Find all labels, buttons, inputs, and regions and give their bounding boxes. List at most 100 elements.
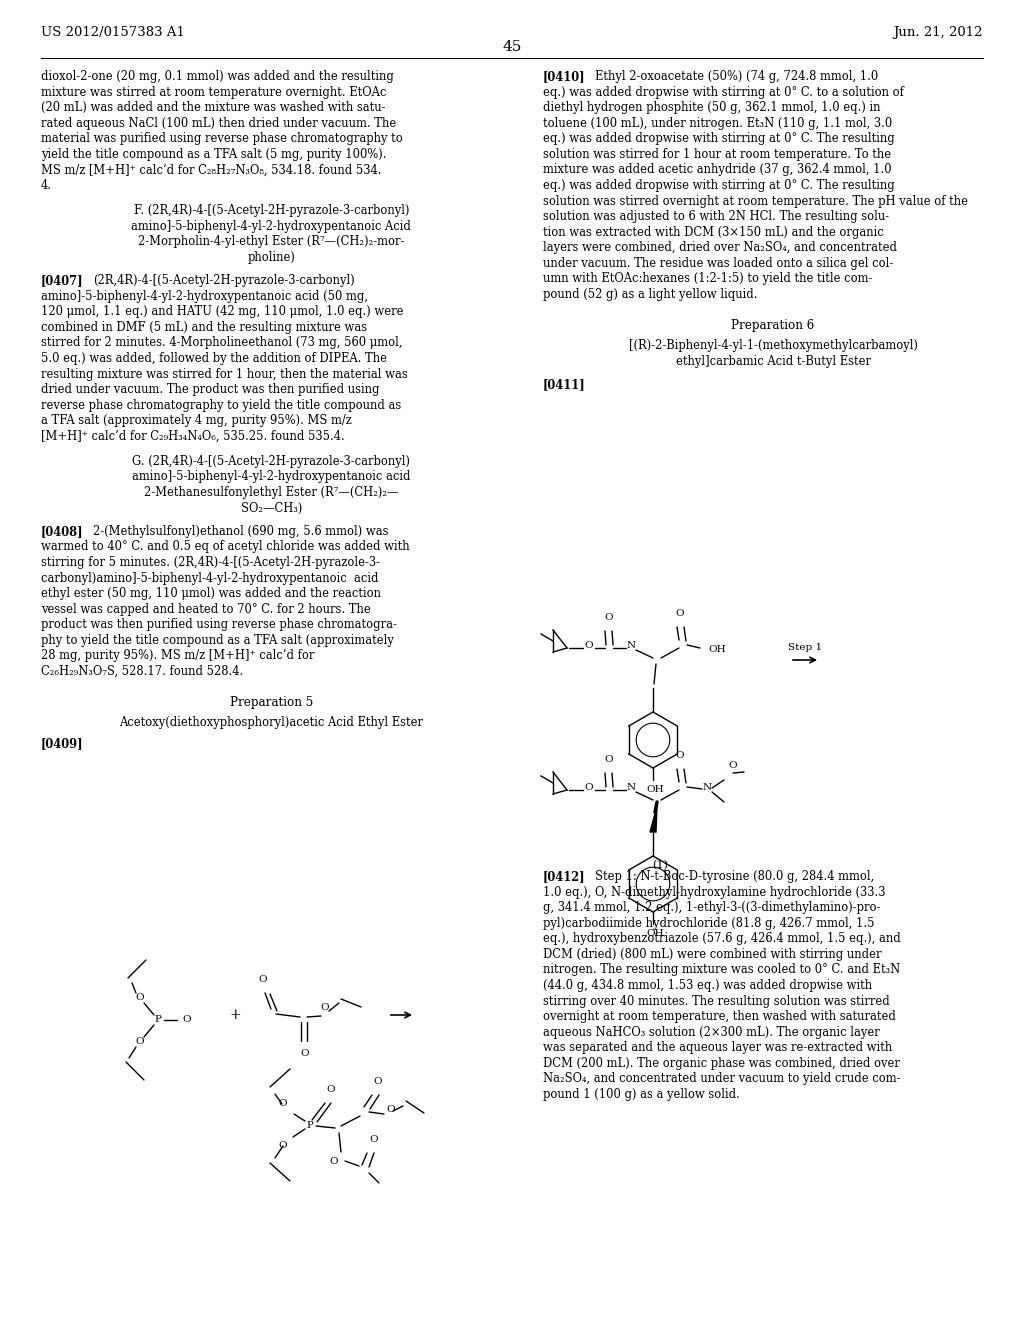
Text: stirred for 2 minutes. 4-Morpholineethanol (73 mg, 560 μmol,: stirred for 2 minutes. 4-Morpholineethan… xyxy=(41,337,402,350)
Text: O: O xyxy=(279,1100,288,1109)
Text: ethyl]carbamic Acid t-Butyl Ester: ethyl]carbamic Acid t-Butyl Ester xyxy=(676,355,870,368)
Text: Jun. 21, 2012: Jun. 21, 2012 xyxy=(894,26,983,40)
Text: O: O xyxy=(136,1038,144,1047)
Text: reverse phase chromatography to yield the title compound as: reverse phase chromatography to yield th… xyxy=(41,399,401,412)
Text: yield the title compound as a TFA salt (5 mg, purity 100%).: yield the title compound as a TFA salt (… xyxy=(41,148,386,161)
Text: SO₂—CH₃): SO₂—CH₃) xyxy=(241,502,302,515)
Text: O: O xyxy=(387,1105,395,1114)
Text: (44.0 g, 434.8 mmol, 1.53 eq.) was added dropwise with: (44.0 g, 434.8 mmol, 1.53 eq.) was added… xyxy=(543,979,871,993)
Text: g, 341.4 mmol, 1.2 eq.), 1-ethyl-3-((3-dimethylamino)-pro-: g, 341.4 mmol, 1.2 eq.), 1-ethyl-3-((3-d… xyxy=(543,902,880,915)
Text: Preparation 6: Preparation 6 xyxy=(731,319,815,333)
Text: eq.), hydroxybenzotriazole (57.6 g, 426.4 mmol, 1.5 eq.), and: eq.), hydroxybenzotriazole (57.6 g, 426.… xyxy=(543,932,900,945)
Text: O: O xyxy=(370,1134,378,1143)
Text: amino]-5-biphenyl-4-yl-2-hydroxypentanoic acid: amino]-5-biphenyl-4-yl-2-hydroxypentanoi… xyxy=(132,470,411,483)
Text: pound 1 (100 g) as a yellow solid.: pound 1 (100 g) as a yellow solid. xyxy=(543,1088,739,1101)
Text: (1): (1) xyxy=(652,861,668,870)
Text: mixture was added acetic anhydride (37 g, 362.4 mmol, 1.0: mixture was added acetic anhydride (37 g… xyxy=(543,164,891,177)
Text: DCM (dried) (800 mL) were combined with stirring under: DCM (dried) (800 mL) were combined with … xyxy=(543,948,882,961)
Text: toluene (100 mL), under nitrogen. Et₃N (110 g, 1.1 mol, 3.0: toluene (100 mL), under nitrogen. Et₃N (… xyxy=(543,116,892,129)
Text: Ethyl 2-oxoacetate (50%) (74 g, 724.8 mmol, 1.0: Ethyl 2-oxoacetate (50%) (74 g, 724.8 mm… xyxy=(595,70,878,83)
Text: (20 mL) was added and the mixture was washed with satu-: (20 mL) was added and the mixture was wa… xyxy=(41,102,385,114)
Text: Step 1: N-t-Boc-D-tyrosine (80.0 g, 284.4 mmol,: Step 1: N-t-Boc-D-tyrosine (80.0 g, 284.… xyxy=(595,870,873,883)
Text: dried under vacuum. The product was then purified using: dried under vacuum. The product was then… xyxy=(41,383,380,396)
Text: layers were combined, dried over Na₂SO₄, and concentrated: layers were combined, dried over Na₂SO₄,… xyxy=(543,242,897,255)
Text: O: O xyxy=(585,784,593,792)
Text: diethyl hydrogen phosphite (50 g, 362.1 mmol, 1.0 eq.) in: diethyl hydrogen phosphite (50 g, 362.1 … xyxy=(543,102,881,114)
Text: umn with EtOAc:hexanes (1:2-1:5) to yield the title com-: umn with EtOAc:hexanes (1:2-1:5) to yiel… xyxy=(543,272,872,285)
Text: warmed to 40° C. and 0.5 eq of acetyl chloride was added with: warmed to 40° C. and 0.5 eq of acetyl ch… xyxy=(41,540,410,553)
Text: stirring over 40 minutes. The resulting solution was stirred: stirring over 40 minutes. The resulting … xyxy=(543,994,890,1007)
Text: amino]-5-biphenyl-4-yl-2-hydroxypentanoic acid (50 mg,: amino]-5-biphenyl-4-yl-2-hydroxypentanoi… xyxy=(41,289,368,302)
Text: solution was adjusted to 6 with 2N HCl. The resulting solu-: solution was adjusted to 6 with 2N HCl. … xyxy=(543,210,889,223)
Text: combined in DMF (5 mL) and the resulting mixture was: combined in DMF (5 mL) and the resulting… xyxy=(41,321,367,334)
Text: pound (52 g) as a light yellow liquid.: pound (52 g) as a light yellow liquid. xyxy=(543,288,757,301)
Text: phy to yield the title compound as a TFA salt (approximately: phy to yield the title compound as a TFA… xyxy=(41,634,394,647)
Text: OH: OH xyxy=(646,785,664,795)
Text: aqueous NaHCO₃ solution (2×300 mL). The organic layer: aqueous NaHCO₃ solution (2×300 mL). The … xyxy=(543,1026,880,1039)
Text: solution was stirred for 1 hour at room temperature. To the: solution was stirred for 1 hour at room … xyxy=(543,148,891,161)
Text: [0412]: [0412] xyxy=(543,870,586,883)
Text: O: O xyxy=(374,1077,382,1085)
Text: Acetoxy(diethoxyphosphoryl)acetic Acid Ethyl Ester: Acetoxy(diethoxyphosphoryl)acetic Acid E… xyxy=(120,717,423,730)
Text: Preparation 5: Preparation 5 xyxy=(229,696,313,709)
Text: G. (2R,4R)-4-[(5-Acetyl-2H-pyrazole-3-carbonyl): G. (2R,4R)-4-[(5-Acetyl-2H-pyrazole-3-ca… xyxy=(132,454,411,467)
Text: eq.) was added dropwise with stirring at 0° C. The resulting: eq.) was added dropwise with stirring at… xyxy=(543,132,895,145)
Text: P: P xyxy=(155,1015,162,1024)
Text: carbonyl)amino]-5-biphenyl-4-yl-2-hydroxypentanoic  acid: carbonyl)amino]-5-biphenyl-4-yl-2-hydrox… xyxy=(41,572,379,585)
Text: DCM (200 mL). The organic phase was combined, dried over: DCM (200 mL). The organic phase was comb… xyxy=(543,1057,900,1071)
Text: stirring for 5 minutes. (2R,4R)-4-[(5-Acetyl-2H-pyrazole-3-: stirring for 5 minutes. (2R,4R)-4-[(5-Ac… xyxy=(41,556,380,569)
Text: O: O xyxy=(605,614,613,623)
Text: Na₂SO₄, and concentrated under vacuum to yield crude com-: Na₂SO₄, and concentrated under vacuum to… xyxy=(543,1072,900,1085)
Text: eq.) was added dropwise with stirring at 0° C. to a solution of: eq.) was added dropwise with stirring at… xyxy=(543,86,903,99)
Text: solution was stirred overnight at room temperature. The pH value of the: solution was stirred overnight at room t… xyxy=(543,194,968,207)
Text: pholine): pholine) xyxy=(248,251,295,264)
Text: ethyl ester (50 mg, 110 μmol) was added and the reaction: ethyl ester (50 mg, 110 μmol) was added … xyxy=(41,587,381,601)
Text: OH: OH xyxy=(709,644,726,653)
Polygon shape xyxy=(650,807,657,832)
Text: MS m/z [M+H]⁺ calc’d for C₂₈H₂₇N₃O₈, 534.18. found 534.: MS m/z [M+H]⁺ calc’d for C₂₈H₂₇N₃O₈, 534… xyxy=(41,164,382,177)
Text: O: O xyxy=(327,1085,335,1094)
Text: O: O xyxy=(676,610,684,619)
Text: a TFA salt (approximately 4 mg, purity 95%). MS m/z: a TFA salt (approximately 4 mg, purity 9… xyxy=(41,414,351,428)
Text: 2-(Methylsulfonyl)ethanol (690 mg, 5.6 mmol) was: 2-(Methylsulfonyl)ethanol (690 mg, 5.6 m… xyxy=(93,525,388,537)
Text: [0410]: [0410] xyxy=(543,70,586,83)
Text: amino]-5-biphenyl-4-yl-2-hydroxypentanoic Acid: amino]-5-biphenyl-4-yl-2-hydroxypentanoi… xyxy=(131,219,412,232)
Text: O: O xyxy=(136,994,144,1002)
Text: O: O xyxy=(585,642,593,651)
Text: 1.0 eq.), O, N-dimethyl-hydroxylamine hydrochloride (33.3: 1.0 eq.), O, N-dimethyl-hydroxylamine hy… xyxy=(543,886,885,899)
Text: O: O xyxy=(321,1003,330,1012)
Text: under vacuum. The residue was loaded onto a silica gel col-: under vacuum. The residue was loaded ont… xyxy=(543,257,893,269)
Text: pyl)carbodiimide hydrochloride (81.8 g, 426.7 mmol, 1.5: pyl)carbodiimide hydrochloride (81.8 g, … xyxy=(543,916,874,929)
Text: 45: 45 xyxy=(503,40,521,54)
Text: N: N xyxy=(627,784,636,792)
Text: F. (2R,4R)-4-[(5-Acetyl-2H-pyrazole-3-carbonyl): F. (2R,4R)-4-[(5-Acetyl-2H-pyrazole-3-ca… xyxy=(133,205,410,216)
Text: O: O xyxy=(676,751,684,760)
Text: O: O xyxy=(729,762,737,771)
Text: nitrogen. The resulting mixture was cooled to 0° C. and Et₃N: nitrogen. The resulting mixture was cool… xyxy=(543,964,900,977)
Text: 2-Methanesulfonylethyl Ester (R⁷—(CH₂)₂—: 2-Methanesulfonylethyl Ester (R⁷—(CH₂)₂— xyxy=(144,486,398,499)
Text: N: N xyxy=(627,642,636,651)
Text: vessel was capped and heated to 70° C. for 2 hours. The: vessel was capped and heated to 70° C. f… xyxy=(41,603,371,615)
Text: overnight at room temperature, then washed with saturated: overnight at room temperature, then wash… xyxy=(543,1010,896,1023)
Text: [0411]: [0411] xyxy=(543,379,586,392)
Text: product was then purified using reverse phase chromatogra-: product was then purified using reverse … xyxy=(41,618,397,631)
Text: 28 mg, purity 95%). MS m/z [M+H]⁺ calc’d for: 28 mg, purity 95%). MS m/z [M+H]⁺ calc’d… xyxy=(41,649,314,663)
Text: O: O xyxy=(182,1015,191,1024)
Text: O: O xyxy=(330,1158,338,1167)
Text: [(R)-2-Biphenyl-4-yl-1-(methoxymethylcarbamoyl): [(R)-2-Biphenyl-4-yl-1-(methoxymethylcar… xyxy=(629,339,918,352)
Text: [0408]: [0408] xyxy=(41,525,84,537)
Text: Step 1: Step 1 xyxy=(787,643,822,652)
Text: was separated and the aqueous layer was re-extracted with: was separated and the aqueous layer was … xyxy=(543,1041,892,1055)
Text: 5.0 eq.) was added, followed by the addition of DIPEA. The: 5.0 eq.) was added, followed by the addi… xyxy=(41,352,387,364)
Text: [0409]: [0409] xyxy=(41,737,84,750)
Text: tion was extracted with DCM (3×150 mL) and the organic: tion was extracted with DCM (3×150 mL) a… xyxy=(543,226,884,239)
Text: C₂₆H₂₉N₃O₇S, 528.17. found 528.4.: C₂₆H₂₉N₃O₇S, 528.17. found 528.4. xyxy=(41,665,244,678)
Text: P: P xyxy=(306,1121,313,1130)
Text: rated aqueous NaCl (100 mL) then dried under vacuum. The: rated aqueous NaCl (100 mL) then dried u… xyxy=(41,116,396,129)
Text: 2-Morpholin-4-yl-ethyl Ester (R⁷—(CH₂)₂-mor-: 2-Morpholin-4-yl-ethyl Ester (R⁷—(CH₂)₂-… xyxy=(138,235,404,248)
Text: resulting mixture was stirred for 1 hour, then the material was: resulting mixture was stirred for 1 hour… xyxy=(41,367,408,380)
Text: 120 μmol, 1.1 eq.) and HATU (42 mg, 110 μmol, 1.0 eq.) were: 120 μmol, 1.1 eq.) and HATU (42 mg, 110 … xyxy=(41,305,403,318)
Text: N: N xyxy=(702,784,712,792)
Text: US 2012/0157383 A1: US 2012/0157383 A1 xyxy=(41,26,185,40)
Text: material was purified using reverse phase chromatography to: material was purified using reverse phas… xyxy=(41,132,402,145)
